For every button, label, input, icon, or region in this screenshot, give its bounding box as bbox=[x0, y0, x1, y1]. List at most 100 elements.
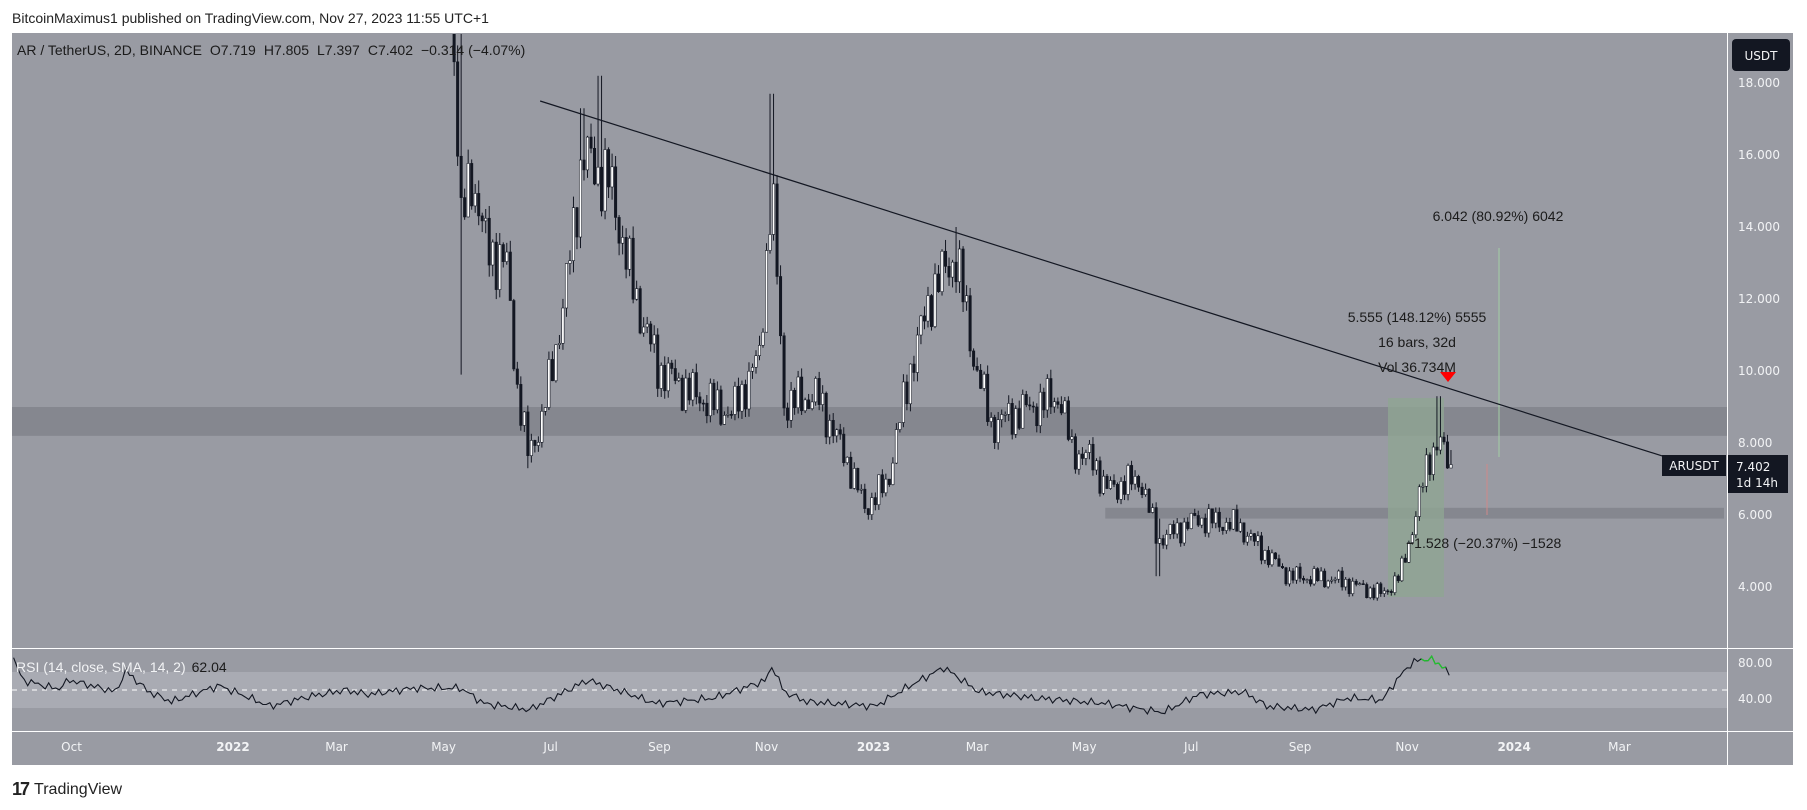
candle-body bbox=[1305, 579, 1309, 581]
candle bbox=[870, 492, 874, 520]
candle-body bbox=[487, 217, 491, 266]
candle-body bbox=[1431, 446, 1435, 475]
candle-body bbox=[1105, 475, 1109, 489]
candle-body bbox=[1126, 465, 1130, 495]
candle bbox=[1172, 520, 1176, 539]
candle-body bbox=[1224, 521, 1228, 531]
candle-body bbox=[926, 295, 930, 322]
candle-body bbox=[582, 159, 586, 171]
candle bbox=[652, 325, 656, 353]
candle bbox=[1231, 509, 1235, 531]
candle bbox=[922, 306, 926, 330]
candle bbox=[1316, 567, 1320, 582]
candle-body bbox=[1326, 580, 1330, 588]
rsi-line bbox=[13, 655, 1450, 715]
candle-body bbox=[947, 266, 951, 278]
candle-body bbox=[1189, 512, 1193, 529]
candle bbox=[1196, 510, 1200, 527]
time-axis[interactable]: Oct 2022 Mar May Jul Sep Nov 2023 Mar May Jul Sep No… bbox=[61, 740, 1631, 754]
candle bbox=[1358, 582, 1362, 586]
candle bbox=[1379, 581, 1383, 597]
candle-body bbox=[680, 377, 684, 411]
candle bbox=[715, 381, 719, 414]
candle-body bbox=[1196, 515, 1200, 526]
candle-body bbox=[1319, 570, 1323, 582]
candle-body bbox=[540, 410, 544, 443]
red-down-triangle-icon bbox=[1440, 372, 1456, 382]
candle-body bbox=[1080, 453, 1084, 459]
candle bbox=[491, 239, 495, 277]
candle-body bbox=[1337, 570, 1341, 580]
candle bbox=[1259, 531, 1263, 565]
candle bbox=[1077, 450, 1081, 475]
candle-body bbox=[536, 441, 540, 446]
candle-body bbox=[965, 295, 969, 303]
candle bbox=[550, 351, 554, 382]
candle bbox=[708, 378, 712, 423]
candle bbox=[887, 478, 891, 487]
candle bbox=[1438, 396, 1442, 455]
candle bbox=[958, 240, 962, 293]
candle bbox=[540, 404, 544, 448]
candle-body bbox=[859, 488, 863, 491]
time-tick: 2023 bbox=[857, 740, 890, 754]
candle bbox=[919, 314, 923, 345]
candle bbox=[1052, 397, 1056, 413]
candle-body bbox=[617, 217, 621, 244]
time-tick: Mar bbox=[325, 740, 348, 754]
candle bbox=[645, 316, 649, 334]
candle bbox=[1151, 503, 1155, 514]
candle-body bbox=[972, 350, 976, 367]
candle-body bbox=[919, 315, 923, 336]
candle bbox=[937, 265, 941, 293]
candle-body bbox=[1284, 567, 1288, 585]
candle bbox=[536, 436, 540, 452]
candle-body bbox=[1445, 441, 1449, 469]
candle bbox=[607, 147, 611, 199]
currency-button[interactable] bbox=[1732, 39, 1790, 71]
candle bbox=[1449, 450, 1453, 469]
candle-body bbox=[1266, 550, 1270, 566]
candle-body bbox=[452, 34, 456, 63]
candle bbox=[814, 376, 818, 406]
candle bbox=[986, 365, 990, 426]
candle-body bbox=[522, 411, 526, 426]
candle bbox=[1361, 580, 1365, 586]
candle bbox=[680, 374, 684, 412]
candle bbox=[905, 374, 909, 411]
support-resistance-zone[interactable] bbox=[12, 407, 1727, 436]
resistance-trendline[interactable] bbox=[539, 100, 1664, 457]
candle-body bbox=[733, 385, 737, 415]
tradingview-logo[interactable]: 17 TradingView bbox=[12, 779, 122, 800]
candle-body bbox=[1101, 475, 1105, 494]
candle bbox=[1431, 442, 1435, 481]
candle-body bbox=[1309, 579, 1313, 585]
candle-body bbox=[929, 295, 933, 327]
candle-body bbox=[1351, 580, 1355, 595]
candle-body bbox=[1417, 486, 1421, 517]
time-tick: Sep bbox=[1289, 740, 1312, 754]
candle bbox=[729, 410, 733, 419]
candle-body bbox=[484, 217, 488, 222]
candle bbox=[1407, 540, 1411, 564]
candle-body bbox=[940, 250, 944, 292]
price-axis[interactable]: 18.000 16.000 14.000 12.000 10.000 8.000 6.000… bbox=[1738, 76, 1780, 594]
candle-body bbox=[1045, 378, 1049, 411]
candle bbox=[1270, 549, 1274, 567]
measure-box[interactable] bbox=[1388, 398, 1444, 597]
candle bbox=[961, 246, 965, 312]
candle bbox=[628, 235, 632, 277]
candle bbox=[782, 332, 786, 416]
candle-body bbox=[1333, 578, 1337, 581]
price-tick: 12.000 bbox=[1738, 292, 1780, 306]
candle bbox=[712, 379, 716, 416]
candle-body bbox=[1203, 517, 1207, 534]
candle-body bbox=[459, 155, 463, 198]
candle-body bbox=[740, 384, 744, 412]
candle bbox=[747, 362, 751, 417]
candle bbox=[677, 372, 681, 383]
candle-body bbox=[593, 147, 597, 185]
candle bbox=[933, 263, 937, 329]
candle-body bbox=[480, 215, 484, 222]
